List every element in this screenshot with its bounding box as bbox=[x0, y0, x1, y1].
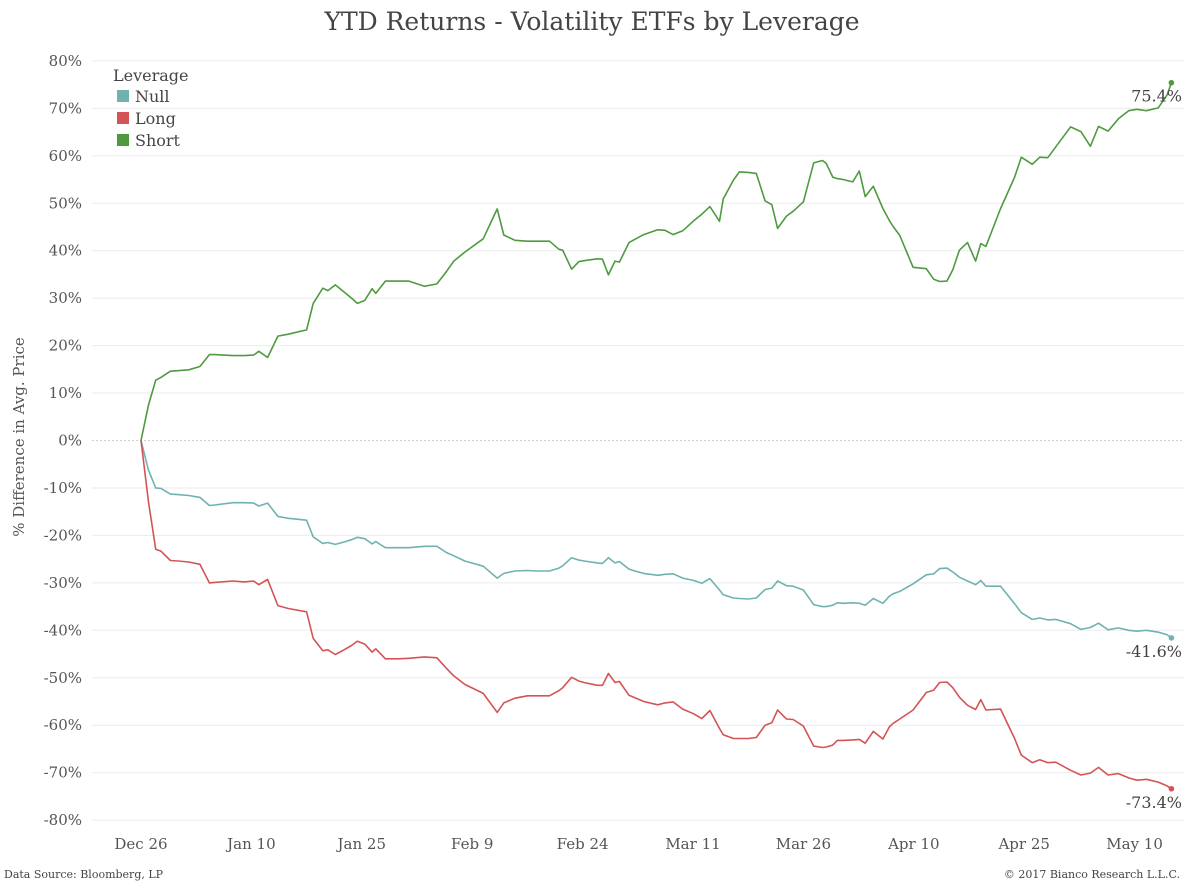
series-lines bbox=[140, 82, 1173, 790]
y-tick-label: -30% bbox=[44, 574, 82, 592]
y-tick-label: -70% bbox=[44, 764, 82, 782]
x-axis-ticks: Dec 26 Jan 10 Jan 25 Feb 9 Feb 24 Mar 11 Mar 2… bbox=[114, 835, 1163, 853]
y-tick-label: 10% bbox=[49, 384, 82, 402]
legend: Leverage Null Long Short bbox=[113, 66, 189, 150]
end-label-null: -41.6% bbox=[1126, 642, 1182, 661]
y-axis-label: % Difference in Avg. Price bbox=[10, 337, 28, 537]
end-label-long: -73.4% bbox=[1126, 793, 1182, 812]
legend-title: Leverage bbox=[113, 66, 189, 85]
x-tick-label: Dec 26 bbox=[114, 835, 167, 853]
x-tick-label: Mar 11 bbox=[665, 835, 720, 853]
x-tick-label: May 10 bbox=[1106, 835, 1163, 853]
y-tick-label: -40% bbox=[44, 621, 82, 639]
y-tick-label: 20% bbox=[49, 337, 82, 355]
series-line-null bbox=[140, 440, 1172, 639]
legend-swatch-null bbox=[117, 90, 129, 102]
y-tick-label: -80% bbox=[44, 811, 82, 829]
y-tick-label: 30% bbox=[49, 289, 82, 307]
y-tick-label: 70% bbox=[49, 99, 82, 117]
y-tick-label: -10% bbox=[44, 479, 82, 497]
legend-swatch-short bbox=[117, 134, 129, 146]
copyright-note: © 2017 Bianco Research L.L.C. bbox=[1004, 868, 1180, 881]
y-tick-label: -60% bbox=[44, 716, 82, 734]
y-tick-label: 0% bbox=[58, 432, 82, 450]
x-tick-label: Apr 10 bbox=[887, 835, 939, 853]
x-tick-label: Mar 26 bbox=[776, 835, 831, 853]
y-tick-label: 60% bbox=[49, 147, 82, 165]
x-tick-label: Feb 24 bbox=[557, 835, 609, 853]
y-axis-ticks: 80% 70% 60% 50% 40% 30% 20% 10% 0% -10% -20% -30% -4… bbox=[44, 52, 82, 829]
series-endpoint-long bbox=[1168, 785, 1175, 792]
x-tick-label: Feb 9 bbox=[451, 835, 493, 853]
series-line-long bbox=[140, 440, 1172, 790]
y-tick-label: 40% bbox=[49, 242, 82, 260]
x-tick-label: Jan 10 bbox=[225, 835, 275, 853]
y-tick-label: -20% bbox=[44, 526, 82, 544]
series-line-short bbox=[140, 82, 1173, 441]
end-label-short: 75.4% bbox=[1131, 87, 1182, 106]
x-tick-label: Jan 25 bbox=[336, 835, 386, 853]
series-endpoint-short bbox=[1168, 79, 1175, 86]
y-tick-label: 80% bbox=[49, 52, 82, 70]
series-endpoints: -41.6% -73.4% 75.4% bbox=[1126, 79, 1182, 812]
y-tick-label: -50% bbox=[44, 669, 82, 687]
series-endpoint-null bbox=[1168, 635, 1175, 641]
legend-swatch-long bbox=[117, 112, 129, 124]
gridlines bbox=[92, 60, 1184, 821]
legend-label-short: Short bbox=[135, 131, 181, 150]
y-tick-label: 50% bbox=[49, 194, 82, 212]
chart-title: YTD Returns - Volatility ETFs by Leverag… bbox=[323, 7, 859, 36]
legend-label-null: Null bbox=[135, 87, 170, 106]
legend-label-long: Long bbox=[135, 109, 176, 128]
data-source-note: Data Source: Bloomberg, LP bbox=[4, 868, 164, 881]
x-tick-label: Apr 25 bbox=[997, 835, 1049, 853]
